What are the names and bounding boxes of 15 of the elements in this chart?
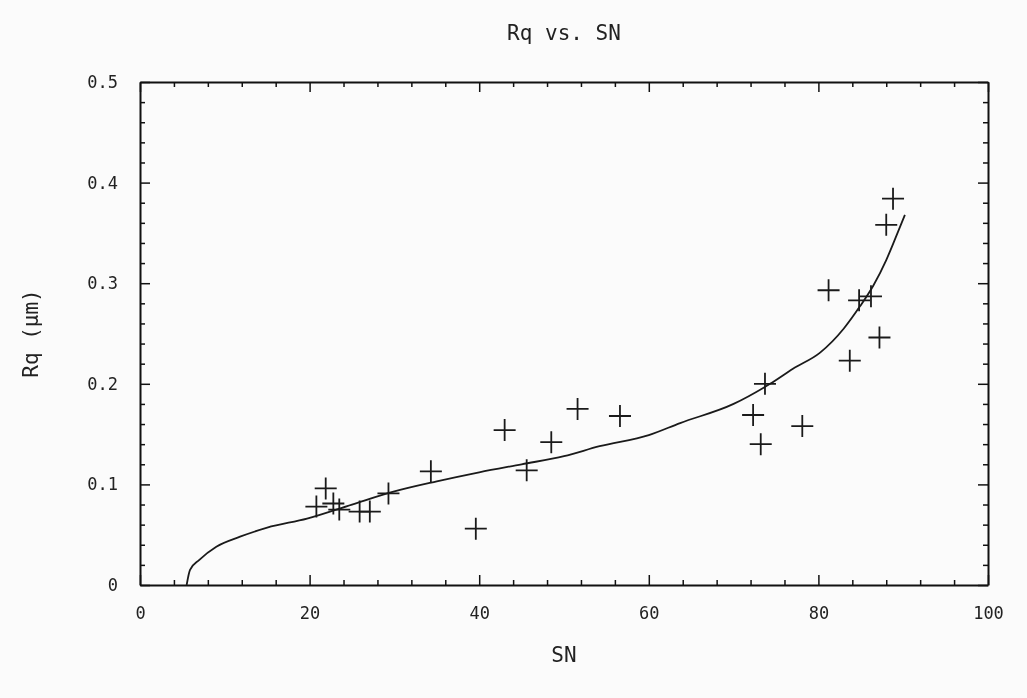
x-tick-label: 80 bbox=[808, 603, 830, 624]
x-tick-label: 0 bbox=[135, 603, 146, 624]
x-axis-title: SN bbox=[551, 643, 577, 667]
x-tick-label: 20 bbox=[299, 603, 321, 624]
y-tick-label: 0.4 bbox=[87, 172, 118, 193]
y-tick-label: 0.5 bbox=[87, 71, 118, 92]
y-tick-label: 0.2 bbox=[87, 373, 118, 394]
y-tick-label: 0 bbox=[107, 574, 118, 595]
x-tick-label: 40 bbox=[469, 603, 490, 624]
y-tick-label: 0.1 bbox=[87, 474, 118, 495]
y-axis-title: Rq (μm) bbox=[19, 289, 43, 378]
x-tick-label: 100 bbox=[973, 603, 1004, 624]
chart-title: Rq vs. SN bbox=[507, 21, 621, 45]
x-tick-label: 60 bbox=[639, 603, 660, 624]
y-tick-label: 0.3 bbox=[87, 273, 118, 294]
